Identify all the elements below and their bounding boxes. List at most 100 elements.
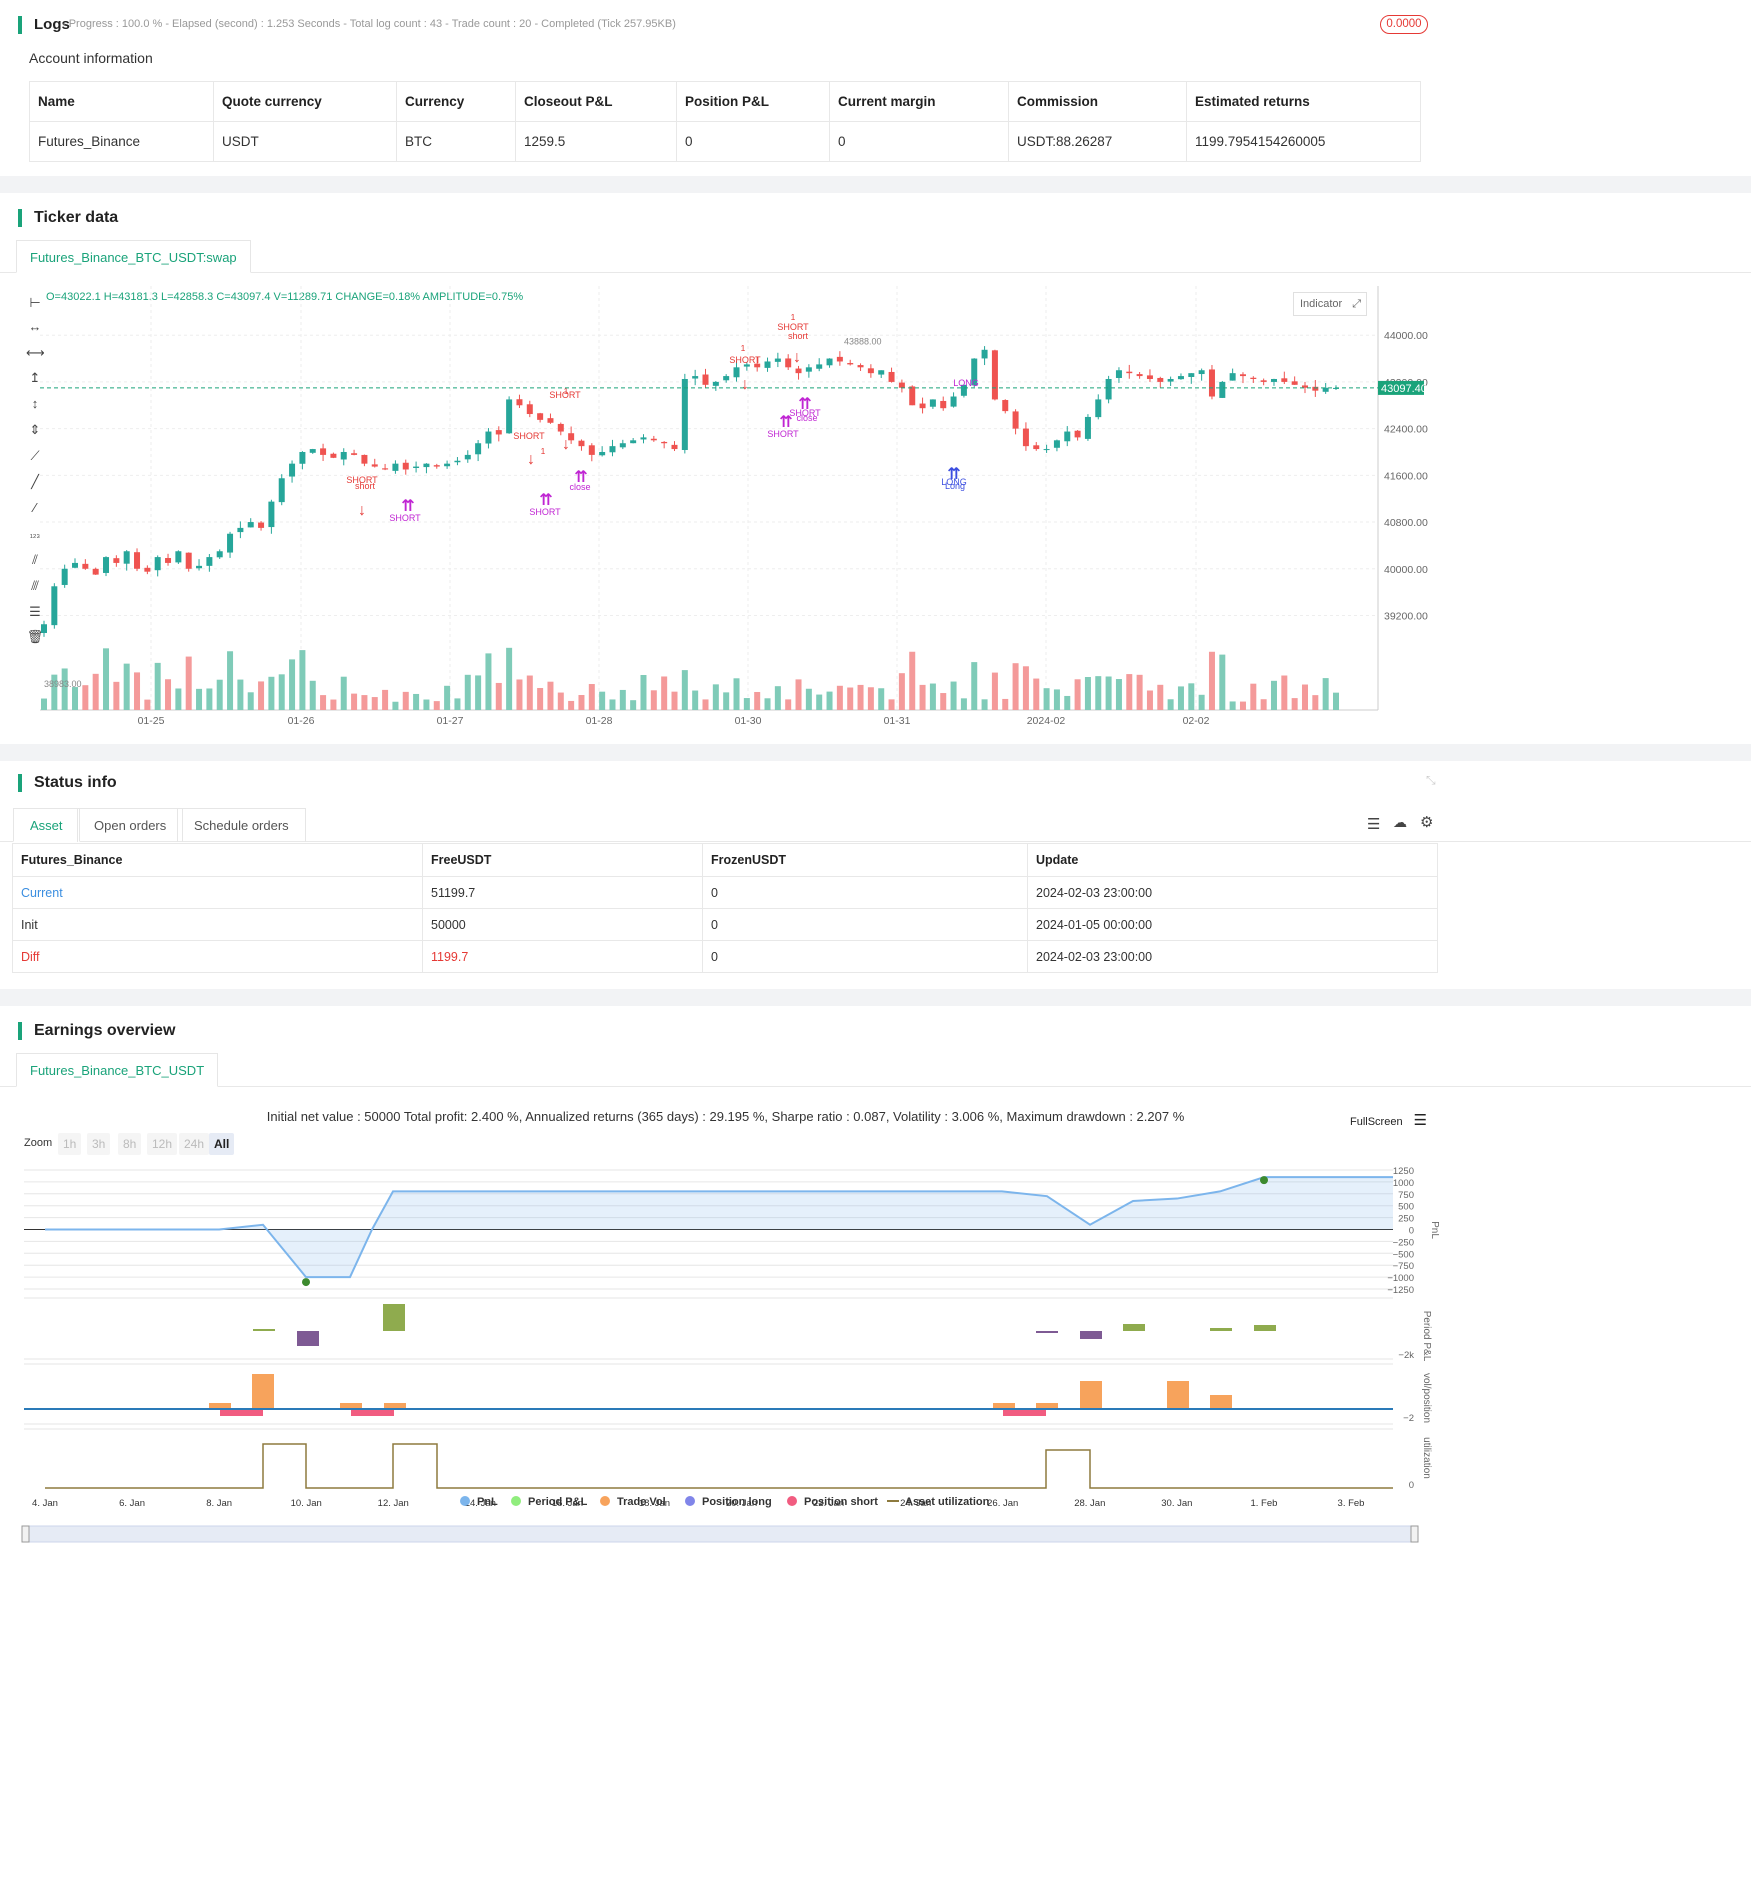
- candle-body: [1095, 399, 1102, 418]
- cell: 51199.7: [422, 876, 703, 909]
- horizontal-segment-tool-icon[interactable]: ↔: [28, 319, 42, 334]
- tab-ticker-symbol[interactable]: Futures_Binance_BTC_USDT:swap: [16, 240, 251, 273]
- candle-body: [1022, 428, 1029, 447]
- trend-ray-tool-icon[interactable]: ⟋: [30, 448, 40, 463]
- candle-body: [413, 466, 420, 468]
- vertical-segment-tool-icon[interactable]: ↕: [31, 396, 39, 411]
- table-row: Diff 1199.7 0 2024-02-03 23:00:00: [12, 940, 1438, 973]
- volume-bar: [258, 681, 265, 710]
- candle-body: [320, 448, 327, 455]
- zoom-12h[interactable]: 12h: [147, 1133, 178, 1155]
- gear-icon[interactable]: ⚙: [1420, 814, 1434, 831]
- candle-body: [1250, 377, 1257, 379]
- volume-bar: [237, 679, 244, 710]
- candle-body: [361, 454, 368, 464]
- candle-body: [1239, 374, 1246, 377]
- candle-body: [1084, 416, 1091, 439]
- candle-body: [1157, 377, 1164, 382]
- volume-bar: [41, 698, 47, 710]
- candle-body: [888, 371, 895, 382]
- volume-bar: [836, 685, 843, 710]
- candle-body: [1115, 370, 1122, 378]
- cell: 0: [702, 940, 1028, 973]
- volume-bar: [661, 676, 668, 710]
- candle-body: [227, 533, 234, 553]
- trade-arrow-icon: ⇈: [947, 466, 960, 483]
- indicator-button[interactable]: Indicator ⤢: [1293, 292, 1367, 316]
- trade-arrow-icon: ⇈: [539, 492, 552, 509]
- period-pnl-bar: [1036, 1331, 1058, 1333]
- candle-body: [154, 557, 161, 571]
- pnl-tick-label: −750: [1393, 1261, 1414, 1272]
- menu-icon[interactable]: ☰: [1413, 1112, 1428, 1129]
- volume-bar: [1126, 674, 1133, 710]
- horizontal-line-tool-icon[interactable]: ⟷: [26, 345, 45, 360]
- trash-icon[interactable]: 🗑: [26, 629, 44, 644]
- fibonacci-tool-icon[interactable]: ☰: [29, 604, 41, 619]
- cloud-download-icon[interactable]: ☁: [1393, 814, 1407, 830]
- tab-earnings-symbol[interactable]: Futures_Binance_BTC_USDT: [16, 1053, 219, 1087]
- list-icon[interactable]: ☰: [1367, 816, 1381, 833]
- candle-body: [599, 451, 606, 456]
- candle-body: [1219, 381, 1226, 398]
- cell: 0: [829, 121, 1009, 162]
- volume-bar: [51, 674, 58, 710]
- trade-marker-label: SHORT: [789, 408, 821, 418]
- collapse-icon[interactable]: ⤡: [1426, 773, 1436, 787]
- cell: 0: [702, 908, 1028, 941]
- candlestick-chart[interactable]: 44000.0043200.0042400.0041600.0040800.00…: [0, 193, 1751, 744]
- tab-schedule-orders[interactable]: Schedule orders: [177, 808, 306, 842]
- candle-body: [444, 463, 451, 467]
- candle-body: [1053, 440, 1060, 448]
- zoom-3h[interactable]: 3h: [87, 1133, 111, 1155]
- row-label-current[interactable]: Current: [12, 876, 423, 909]
- logs-status: - Progress : 100.0 % - Elapsed (second) …: [62, 18, 676, 30]
- trade-vol-bar: [252, 1374, 274, 1409]
- tab-asset[interactable]: Asset: [13, 808, 80, 842]
- fullscreen-button[interactable]: FullScreen ☰: [1350, 1111, 1427, 1129]
- segment-tool-icon[interactable]: ⁄: [33, 500, 37, 515]
- trade-marker-label: 1: [791, 312, 796, 322]
- candle-body: [940, 400, 947, 409]
- horizontal-ray-tool-icon[interactable]: ⊢: [29, 295, 41, 310]
- legend-item: Asset utilization: [905, 1496, 990, 1508]
- channel-tool-icon[interactable]: ⫻: [31, 578, 39, 593]
- price-label-tool-icon[interactable]: ₁₂₃: [29, 529, 41, 539]
- volume-bar: [123, 663, 130, 710]
- tab-open-orders[interactable]: Open orders: [77, 808, 184, 842]
- col-frozen-usdt: FrozenUSDT: [702, 843, 1028, 877]
- trade-marker-label: SHORT: [729, 355, 761, 365]
- zoom-all[interactable]: All: [209, 1133, 235, 1155]
- vertical-ray-tool-icon[interactable]: ↥: [29, 370, 41, 385]
- candle-body: [1281, 378, 1288, 382]
- vertical-line-tool-icon[interactable]: ⇕: [29, 422, 41, 437]
- volume-bar: [1322, 678, 1329, 710]
- y-tick-label: 40000.00: [1384, 564, 1428, 576]
- zoom-8h[interactable]: 8h: [118, 1133, 142, 1155]
- volume-bar: [485, 653, 492, 710]
- col-update: Update: [1027, 843, 1438, 877]
- volume-bar: [227, 651, 234, 710]
- candle-body: [516, 399, 523, 406]
- x-tick-label: 8. Jan: [206, 1498, 232, 1509]
- zoom-1h[interactable]: 1h: [58, 1133, 82, 1155]
- parallel-lines-tool-icon[interactable]: ⫽: [32, 552, 38, 567]
- volume-bar: [185, 656, 192, 710]
- x-tick-label: 24. Jan: [900, 1498, 931, 1509]
- candle-body: [278, 478, 285, 503]
- volume-bar: [82, 685, 89, 710]
- expand-icon[interactable]: ⤢: [1352, 298, 1361, 310]
- candle-body: [206, 557, 213, 566]
- trend-line-tool-icon[interactable]: ╱: [31, 474, 39, 489]
- volume-bar: [1270, 680, 1277, 710]
- candle-body: [165, 558, 172, 563]
- volume-bar: [1198, 694, 1205, 710]
- earnings-chart[interactable]: 125010007505002500−250−500−750−1000−1250…: [0, 1006, 1751, 1892]
- volume-bar: [340, 676, 347, 710]
- candle-body: [134, 552, 141, 569]
- candle-body: [196, 565, 203, 569]
- zoom-24h[interactable]: 24h: [179, 1133, 210, 1155]
- volume-bar: [526, 675, 533, 710]
- volume-bar: [816, 694, 823, 710]
- volume-bar: [743, 698, 750, 710]
